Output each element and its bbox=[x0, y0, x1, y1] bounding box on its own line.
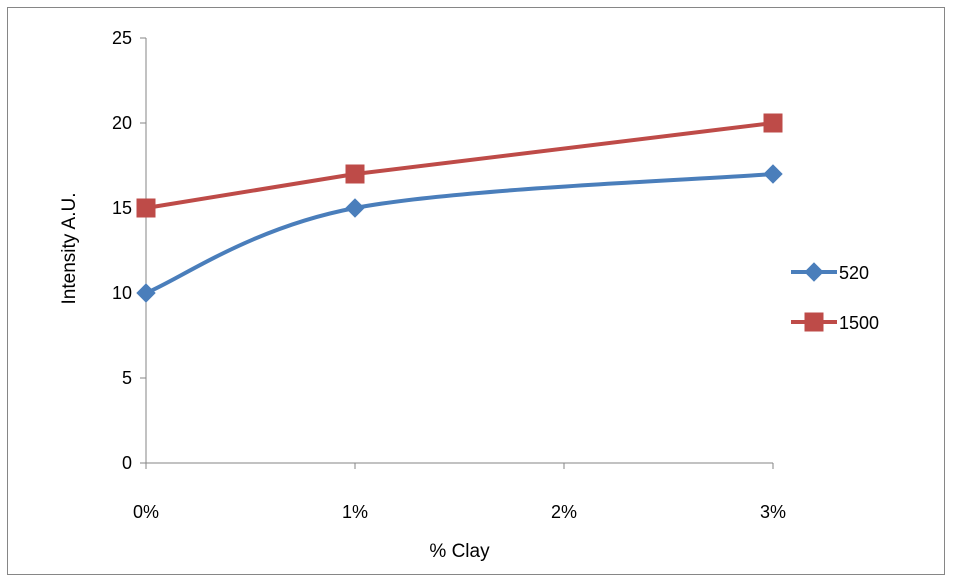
x-axis-title: % Clay bbox=[429, 541, 490, 562]
data-point bbox=[763, 113, 783, 133]
x-tick-label: 3% bbox=[760, 502, 786, 522]
legend-label: 520 bbox=[839, 263, 869, 283]
x-axis: 0% 1% 2% 3% bbox=[133, 462, 786, 522]
data-point bbox=[345, 164, 365, 184]
y-tick-label: 0 bbox=[122, 453, 132, 473]
x-tick-label: 0% bbox=[133, 502, 159, 522]
y-axis: 0 5 10 15 20 25 bbox=[112, 28, 147, 473]
y-tick-label: 10 bbox=[112, 283, 132, 303]
data-point bbox=[345, 198, 365, 218]
data-point bbox=[136, 283, 156, 303]
y-tick-label: 5 bbox=[122, 368, 132, 388]
series-line bbox=[144, 172, 775, 295]
data-point bbox=[136, 198, 156, 218]
series-520 bbox=[136, 164, 783, 303]
legend: 520 1500 bbox=[791, 262, 879, 333]
y-tick-label: 15 bbox=[112, 198, 132, 218]
x-tick-label: 1% bbox=[342, 502, 368, 522]
chart-area bbox=[7, 7, 945, 575]
legend-marker bbox=[804, 262, 824, 282]
legend-item: 1500 bbox=[791, 312, 879, 333]
y-axis-title: Intensity A.U. bbox=[59, 193, 80, 305]
data-point bbox=[763, 164, 783, 184]
series-1500 bbox=[136, 113, 783, 218]
y-tick-label: 25 bbox=[112, 28, 132, 48]
series-layer bbox=[136, 113, 783, 303]
legend-marker bbox=[804, 312, 824, 332]
x-tick-label: 2% bbox=[551, 502, 577, 522]
y-tick-label: 20 bbox=[112, 113, 132, 133]
legend-item: 520 bbox=[791, 262, 869, 283]
legend-label: 1500 bbox=[839, 313, 879, 333]
